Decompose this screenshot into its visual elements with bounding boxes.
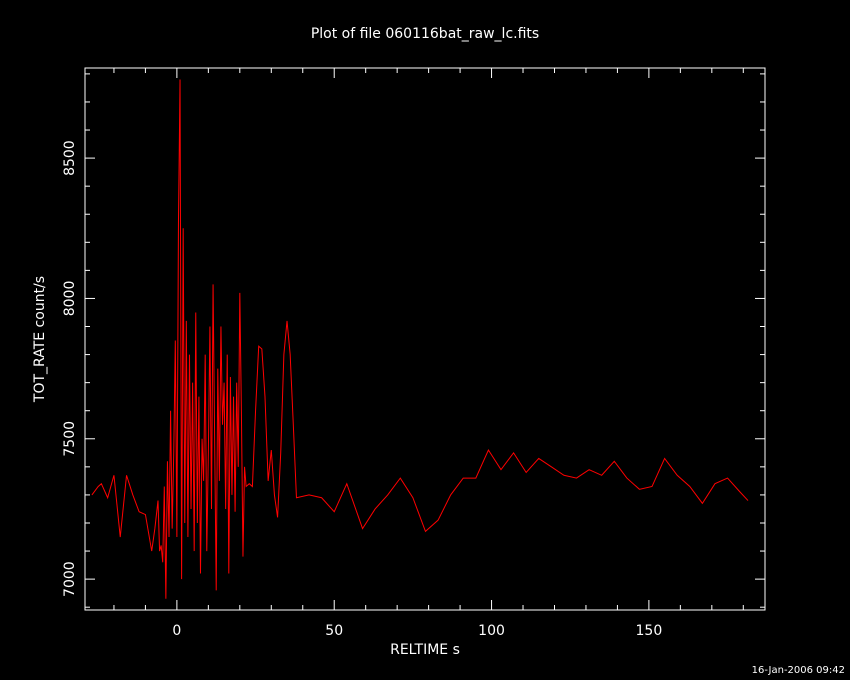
x-tick-label: 150 <box>636 623 663 639</box>
y-axis-label: TOT_RATE count/s <box>32 276 48 403</box>
x-tick-label: 50 <box>325 623 343 639</box>
x-tick-label: 100 <box>478 623 505 639</box>
plot-frame <box>84 67 766 611</box>
chart-title: Plot of file 060116bat_raw_lc.fits <box>311 26 539 42</box>
y-tick-label: 8000 <box>62 281 78 317</box>
y-tick-label: 7500 <box>62 421 78 457</box>
x-axis-label: RELTIME s <box>390 642 460 658</box>
x-tick-label: 0 <box>172 623 181 639</box>
timestamp: 16-Jan-2006 09:42 <box>752 665 845 676</box>
y-tick-label: 8500 <box>62 140 78 176</box>
data-line <box>91 79 749 599</box>
y-tick-label: 7000 <box>62 561 78 597</box>
